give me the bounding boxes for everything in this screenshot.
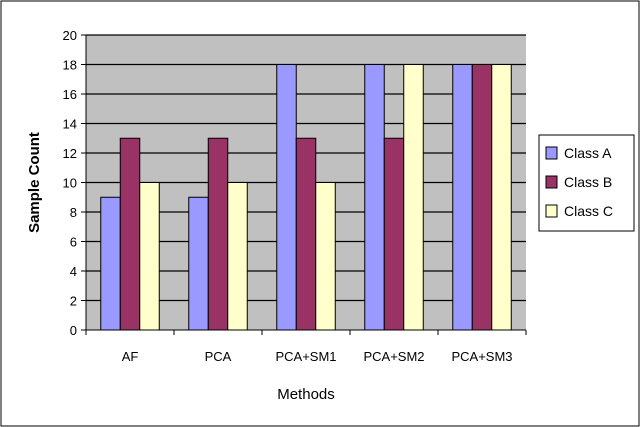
bar-class-a-af [100,196,121,331]
bars [100,64,512,331]
legend-swatch [545,146,558,160]
bar-class-b-pca [207,137,229,331]
legend: Class A Class B Class C [538,134,635,232]
y-tick-label: 12 [63,146,77,161]
bar-class-a-pca-sm1 [276,64,297,331]
y-tick-label: 10 [63,176,77,191]
legend-swatch [545,175,558,189]
y-axis-label: Sample Count [26,132,43,233]
bar-class-a-pca-sm3 [452,64,473,331]
x-tick-label: PCA+SM2 [363,349,424,364]
y-tick-labels: 0 2 4 6 8 10 12 14 16 18 20 [63,28,77,338]
y-tick-label: 20 [63,28,77,43]
bar-class-b-pca-sm2 [383,137,405,331]
x-tick-label: AF [122,349,139,364]
bar-class-b-pca-sm1 [295,137,317,331]
axes [81,34,527,335]
legend-label: Class C [564,203,613,219]
bar-class-c-pca-sm2 [403,64,424,331]
x-tick-label: PCA [205,349,232,364]
y-tick-label: 8 [70,205,77,220]
bar-class-c-pca-sm3 [491,64,512,331]
x-tick-label: PCA+SM3 [451,349,512,364]
bar-class-b-pca-sm3 [471,64,493,331]
legend-label: Class B [564,174,612,190]
bar-class-c-af [139,182,160,331]
y-tick-label: 6 [70,235,77,250]
x-tick-labels: AF PCA PCA+SM1 PCA+SM2 PCA+SM3 [122,349,513,364]
bar-class-a-pca-sm2 [364,64,385,331]
bar-class-a-pca [188,196,209,331]
y-tick-label: 4 [70,264,77,279]
legend-swatch [545,204,558,218]
x-axis-label: Methods [277,386,335,403]
x-tick-label: PCA+SM1 [275,349,336,364]
bar-class-b-af [119,137,141,331]
y-tick-label: 2 [70,294,77,309]
y-tick-label: 14 [63,117,77,132]
bar-class-c-pca [227,182,248,331]
y-tick-label: 0 [70,323,77,338]
bar-class-c-pca-sm1 [315,182,336,331]
legend-label: Class A [564,145,612,161]
y-tick-label: 18 [63,58,77,73]
y-tick-label: 16 [63,87,77,102]
